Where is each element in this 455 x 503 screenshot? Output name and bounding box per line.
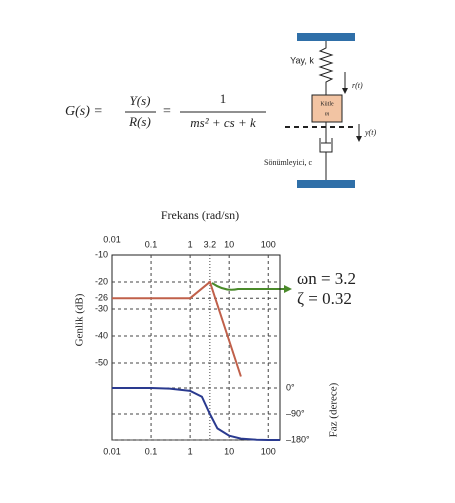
magnitude-line	[112, 280, 242, 377]
y2-tick-label: –90°	[286, 408, 305, 418]
y-tick-label: -10	[95, 249, 108, 259]
x-tick-label: 3.2	[204, 239, 217, 249]
x-tick-label: 10	[224, 239, 234, 249]
formula-numerator: 1	[220, 91, 227, 106]
y-tick-label: -20	[95, 276, 108, 286]
phase-line	[112, 387, 280, 441]
x-tick-label: 100	[261, 239, 276, 249]
x-axis-title: Frekans (rad/sn)	[161, 208, 239, 222]
formula-denominator: ms² + cs + k	[190, 115, 256, 130]
x-tick-label: 0.01	[103, 446, 121, 456]
formula-eq: =	[163, 104, 171, 119]
y-axis-title: Genlik (dB)	[74, 293, 86, 346]
arrowhead	[356, 136, 362, 142]
x-tick-label: 0.1	[145, 446, 158, 456]
arrowhead	[342, 88, 348, 94]
mass-label: Kütle	[320, 101, 334, 107]
y2-tick-label: –180°	[286, 434, 310, 444]
x-tick-label: 1	[188, 446, 193, 456]
plot-frame	[111, 254, 281, 441]
y-tick-label: -26	[95, 293, 108, 303]
x-tick-label: 1	[188, 239, 193, 249]
annotation: ζ = 0.32	[297, 289, 352, 308]
formula-lhs: G(s) =	[65, 104, 103, 119]
y-tick-label: -30	[95, 303, 108, 313]
annotation-arrow	[211, 282, 288, 291]
x-tick-label: 100	[261, 446, 276, 456]
formula-denominator: R(s)	[128, 114, 151, 129]
y-tick-label: -40	[95, 330, 108, 340]
damper-label: Sönümleyici, c	[264, 158, 312, 167]
y-tick-label: -50	[95, 357, 108, 367]
bottom-plate	[297, 180, 355, 188]
x-tick-label: 0.1	[145, 239, 158, 249]
mass-symbol: m	[325, 111, 330, 117]
y2-axis-title: Faz (derece)	[328, 382, 340, 437]
x-tick-label: 0.01	[103, 234, 121, 244]
spring	[318, 41, 334, 95]
top-plate	[297, 33, 355, 41]
input-label: r(t)	[352, 81, 363, 90]
mass	[311, 94, 343, 123]
arrowhead	[284, 285, 292, 293]
y2-tick-label: 0°	[286, 382, 295, 392]
formula-numerator: Y(s)	[130, 93, 151, 108]
x-tick-label: 10	[224, 446, 234, 456]
output-label: y(t)	[364, 128, 376, 137]
spring-label: Yay, k	[290, 55, 314, 65]
annotation: ωn = 3.2	[297, 269, 356, 288]
